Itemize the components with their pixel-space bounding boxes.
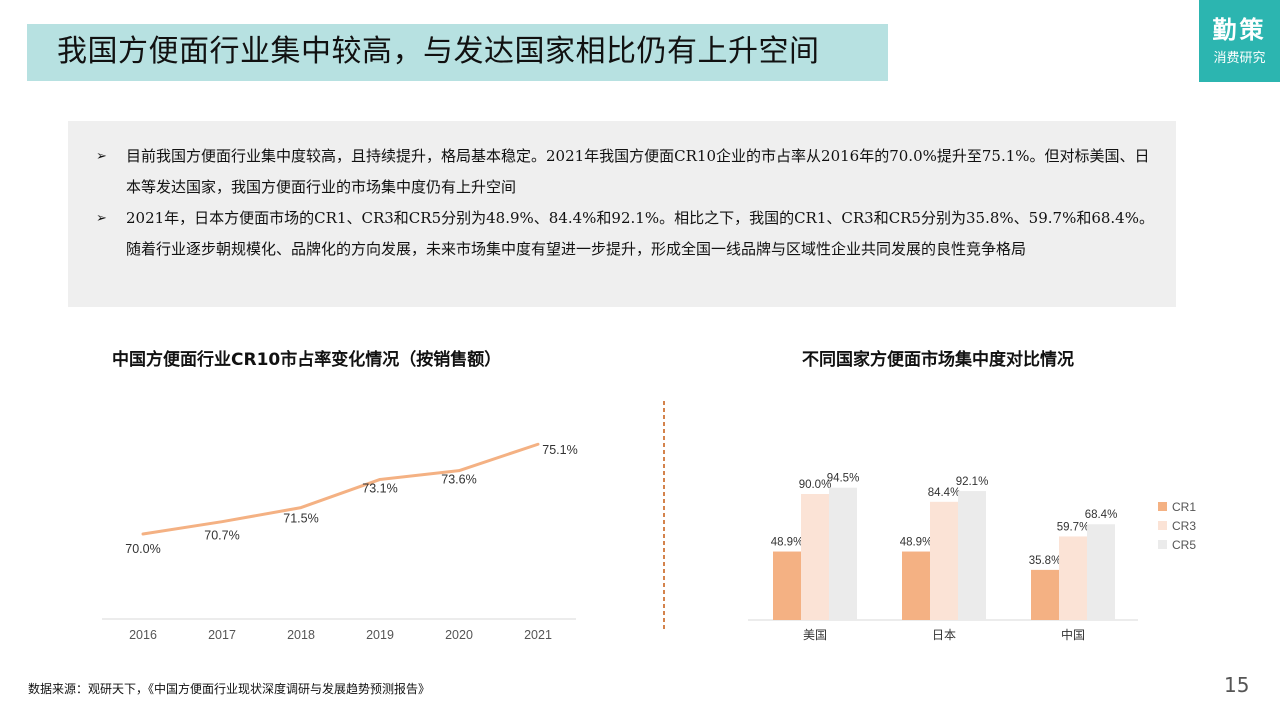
page-number: 15 (1224, 673, 1250, 697)
bar-cr3 (1059, 536, 1087, 620)
bullet-arrow-icon: ➢ (96, 149, 107, 164)
bullet-arrow-icon: ➢ (96, 211, 107, 226)
slide-title-banner: 我国方便面行业集中较高，与发达国家相比仍有上升空间 (27, 24, 888, 81)
data-label: 70.0% (125, 542, 160, 556)
data-label: 94.5% (827, 473, 860, 485)
legend-swatch (1158, 540, 1167, 549)
bar-cr5 (958, 491, 986, 620)
logo-sub-text: 消费研究 (1213, 51, 1266, 66)
bullet-text: 目前我国方便面行业集中度较高，且持续提升，格局基本稳定。2021年我国方便面CR… (126, 147, 1150, 196)
bar-chart: 48.9% 90.0%94.5% 美国 48.9% 84.4%92.1% 日本 35.8% 5… (748, 473, 1196, 642)
data-label: 35.8% (1029, 555, 1062, 567)
x-tick-label: 中国 (1061, 627, 1085, 642)
data-label: 59.7% (1057, 521, 1090, 533)
bar-cr1 (902, 551, 930, 620)
bar-cr5 (829, 487, 857, 620)
data-label: 73.1% (362, 481, 397, 495)
data-label: 73.6% (441, 473, 476, 487)
x-tick-label: 2017 (208, 628, 236, 642)
data-source-note: 数据来源：观研天下，《中国方便面行业现状深度调研与发展趋势预测报告》 (28, 682, 431, 696)
legend-label: CR5 (1172, 538, 1196, 552)
x-tick-label: 美国 (803, 628, 827, 642)
summary-bullet-2: ➢ 2021年，日本方便面市场的CR1、CR3和CR5分别为48.9%、84.4… (96, 203, 1156, 265)
legend-swatch (1158, 502, 1167, 511)
data-label: 92.1% (956, 476, 989, 488)
data-label: 84.4% (928, 487, 961, 499)
x-tick-label: 2018 (287, 628, 315, 642)
legend-swatch (1158, 521, 1167, 530)
brand-logo: 勤策 消费研究 (1199, 0, 1280, 82)
line-chart: 70.0% 70.7% 71.5% 73.1% 73.6% 75.1% 2016 2017 20… (102, 442, 578, 642)
x-tick-label: 2016 (129, 628, 157, 642)
bar-chart-title: 不同国家方便面市场集中度对比情况 (802, 350, 1074, 370)
x-tick-label: 2020 (445, 628, 473, 642)
bar-cr5 (1087, 524, 1115, 620)
data-label: 70.7% (204, 529, 239, 543)
chart-divider (663, 401, 665, 629)
bullet-text: 2021年，日本方便面市场的CR1、CR3和CR5分别为48.9%、84.4%和… (126, 209, 1154, 258)
legend-label: CR3 (1172, 519, 1196, 533)
data-label: 68.4% (1085, 509, 1118, 521)
data-label: 71.5% (283, 512, 318, 526)
legend-label: CR1 (1172, 500, 1196, 514)
x-tick-label: 2019 (366, 628, 394, 642)
summary-bullet-1: ➢ 目前我国方便面行业集中度较高，且持续提升，格局基本稳定。2021年我国方便面… (96, 141, 1156, 203)
cr10-series-line (141, 442, 540, 536)
data-label: 90.0% (799, 479, 832, 491)
bar-cr1 (773, 551, 801, 620)
logo-main-text: 勤策 (1212, 15, 1267, 44)
summary-box: ➢ 目前我国方便面行业集中度较高，且持续提升，格局基本稳定。2021年我国方便面… (68, 121, 1176, 307)
bar-cr3 (930, 501, 958, 620)
line-chart-title: 中国方便面行业CR10市占率变化情况（按销售额） (112, 350, 502, 370)
x-tick-label: 2021 (524, 628, 552, 642)
bar-cr1 (1031, 569, 1059, 620)
x-tick-label: 日本 (932, 628, 956, 642)
page-title: 我国方便面行业集中较高，与发达国家相比仍有上升空间 (57, 34, 820, 69)
data-label: 48.9% (771, 537, 804, 549)
data-label: 48.9% (900, 537, 933, 549)
bar-cr3 (801, 494, 829, 620)
data-label: 75.1% (542, 443, 577, 457)
